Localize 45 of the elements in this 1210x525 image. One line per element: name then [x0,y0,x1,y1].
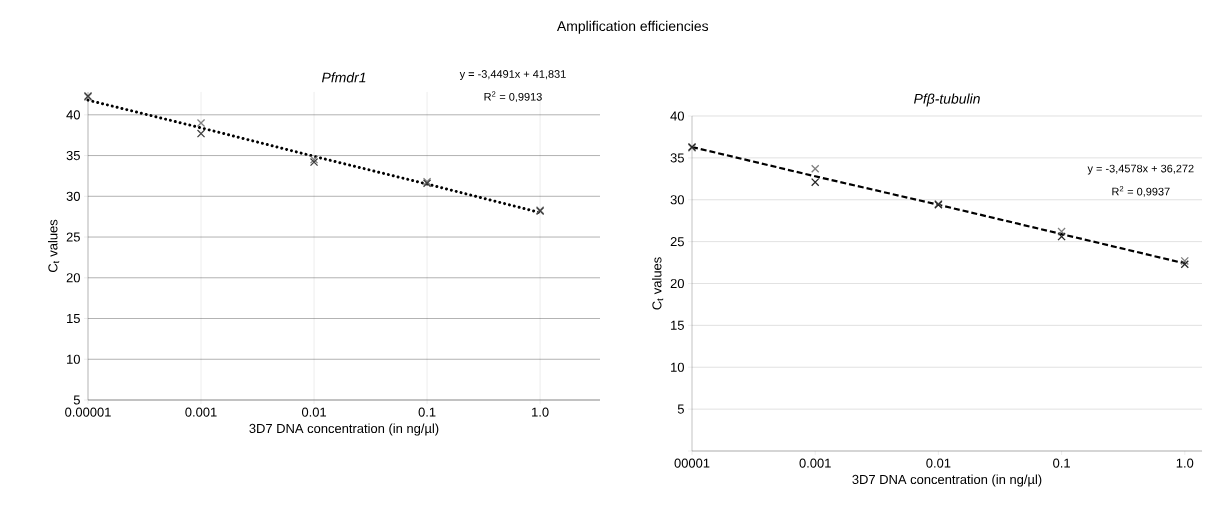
y-tick-label: 5 [677,404,684,414]
y-tick-label: 40 [670,111,684,121]
point [811,177,820,187]
x-tick-label: 1.0 [1176,458,1194,468]
annotation: R$^{2}$ = 0,9913 [484,91,542,102]
point [1057,227,1066,236]
x-tick-label: 0.001 [799,458,831,468]
x-tick-label: 0.001 [185,407,217,417]
x-tick-label: 0.01 [301,407,327,417]
text: y = -3,4491x + 41,831 [459,70,566,81]
text: Amplification efficiencies [556,20,709,34]
x-tick-label: 0.01 [926,458,951,468]
x-tick-label: 0.1 [1053,458,1070,468]
annotation: y = -3,4578x + 36,272 [1087,164,1194,175]
chart-title: Pfβ-tubulin [913,93,980,107]
y-axis-title: C$_{t}$ values [47,219,60,273]
y-tick-label: 35 [670,153,684,163]
point [811,164,820,173]
y-tick-label: 10 [671,362,684,372]
y-tick-label: 15 [671,320,684,330]
y-tick-label: 40 [66,110,80,120]
y-tick-label: 15 [67,314,80,324]
y-tick-label: 30 [670,195,684,205]
x-tick-label: 0.00001 [65,407,111,417]
chart-title: Pfmdr1 [321,72,366,83]
y-tick-label: 20 [66,273,80,283]
x-tick-label: 0.1 [418,407,436,417]
point [1057,232,1066,241]
y-tick-label: 10 [67,354,80,364]
point [196,129,206,138]
point [196,118,206,128]
y-tick-label: 5 [73,395,80,405]
x-tick-label: 1.0 [532,407,549,417]
y-tick-label: 20 [670,278,684,289]
point [1180,260,1189,269]
x-axis-title: 3D7 DNA concentration (in ng/µl) [852,474,1042,487]
x-axis-title: 3D7 DNA concentration (in ng/µl) [249,423,439,436]
point [1180,256,1189,266]
y-tick-label: 30 [66,191,80,201]
x-tick-label: 00001 [674,458,710,468]
y-axis-title: C$_{t}$ values [651,257,664,310]
annotation: R$^{2}$ = 0,9937 [1112,186,1170,197]
y-tick-label: 25 [66,232,80,242]
y-tick-label: 35 [66,150,80,161]
y-tick-label: 25 [670,237,684,247]
